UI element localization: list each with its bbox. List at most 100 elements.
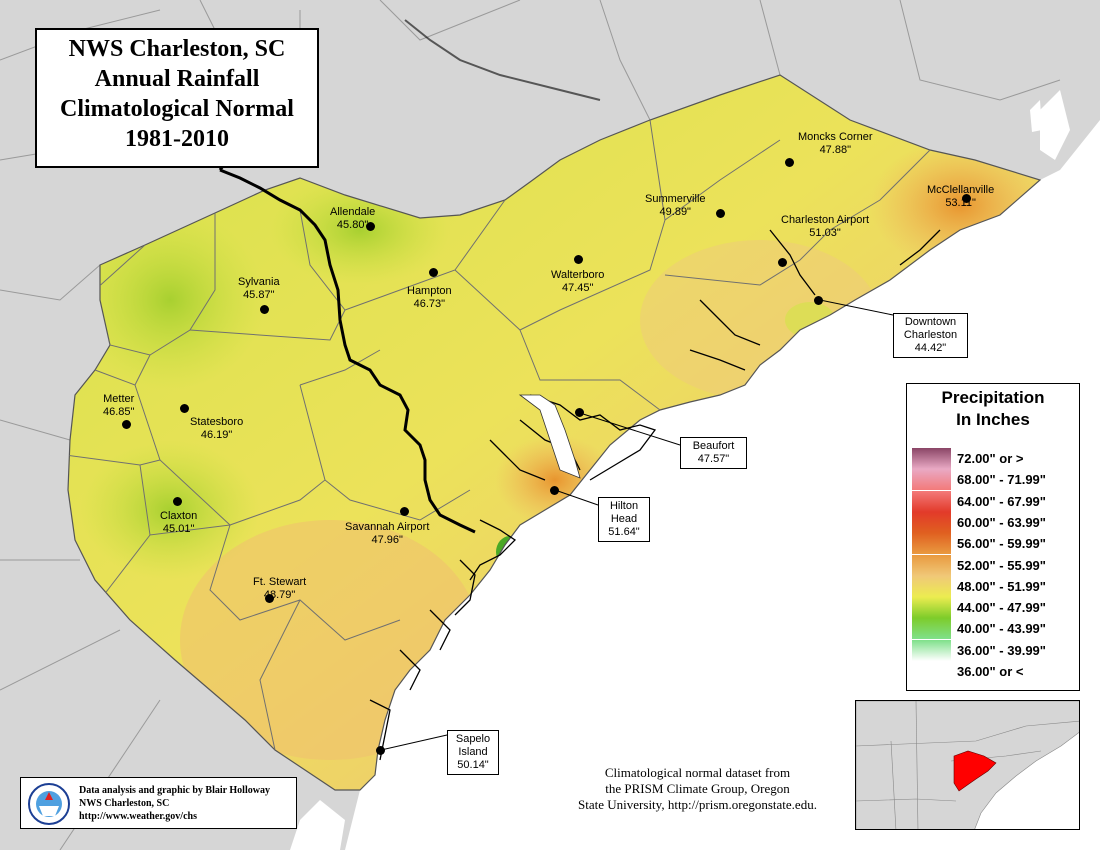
station-marker-metter [122,420,131,429]
station-hampton: Hampton 46.73" [407,285,452,311]
title-line-2: Annual Rainfall [94,66,260,92]
station-name: Moncks Corner [798,131,873,143]
source-line-1: Climatological normal dataset from [604,765,791,780]
legend-item: 48.00" - 51.99" [912,575,1077,597]
source-line-2: the PRISM Climate Group, Oregon [605,781,790,796]
station-name: Metter [103,393,135,405]
callout-name: Sapelo Island [455,733,491,758]
legend-item: 36.00" or < [912,661,1077,682]
callout-beaufort: Beaufort 47.57" [680,437,747,469]
credit-text: Data analysis and graphic by Blair Hollo… [79,784,270,823]
locator-inset-map [855,700,1080,830]
legend-title-line-1: Precipitation [941,388,1045,407]
legend-swatch [912,448,951,469]
map-title: NWS Charleston, SC Annual Rainfall Clima… [35,28,319,168]
station-name: Savannah Airport [345,521,430,533]
legend-item: 44.00" - 47.99" [912,597,1077,619]
station-claxton: Claxton 45.01" [160,510,197,536]
station-value: 46.19" [200,429,233,441]
callout-name: Downtown Charleston [903,316,958,341]
legend-label: 64.00" - 67.99" [957,493,1046,509]
legend-item: 60.00" - 63.99" [912,511,1077,533]
legend-swatch [912,490,951,512]
station-marker-moncks-corner [785,158,794,167]
station-value: 53.11" [945,197,976,209]
station-name: Charleston Airport [781,214,870,226]
station-value: 47.96" [371,534,403,546]
callout-sapelo-island: Sapelo Island 50.14" [447,730,499,775]
station-marker-savannah-airport [400,507,409,516]
callout-value: 51.64" [608,526,640,538]
legend-swatch [912,575,951,597]
legend-label: 40.00" - 43.99" [957,621,1046,637]
callout-value: 50.14" [457,759,489,771]
station-statesboro: Statesboro 46.19" [190,416,243,442]
station-value: 45.80" [336,219,369,231]
inset-highlight-region [953,750,997,792]
station-name: Allendale [330,206,376,218]
credit-line-2: NWS Charleston, SC [79,798,170,809]
legend-title-line-2: In Inches [956,410,1030,429]
station-walterboro: Walterboro 47.45" [551,269,604,295]
station-metter: Metter 46.85" [103,393,134,419]
station-marker-summerville [716,209,725,218]
callout-marker-beaufort [575,408,584,417]
callout-hilton-head: Hilton Head 51.64" [598,497,650,542]
title-line-4: 1981-2010 [125,126,229,152]
credit-line-1: Data analysis and graphic by Blair Hollo… [79,785,270,796]
station-marker-hampton [429,268,438,277]
data-source-note: Climatological normal dataset from the P… [540,765,855,813]
callout-name: Beaufort [692,440,735,452]
station-marker-sylvania [260,305,269,314]
station-ft-stewart: Ft. Stewart 48.79" [253,576,306,602]
inset-map-graphic [856,701,1079,829]
station-marker-allendale [366,222,375,231]
legend-item: 52.00" - 55.99" [912,554,1077,576]
legend-label: 36.00" - 39.99" [957,642,1046,658]
station-name: McClellanville [927,184,995,196]
station-value: 47.88" [819,144,851,156]
station-marker-ft-stewart [265,594,274,603]
callout-downtown-charleston: Downtown Charleston 44.42" [893,313,968,358]
nws-logo-icon [28,783,70,825]
legend-label: 48.00" - 51.99" [957,578,1046,594]
station-name: Statesboro [190,416,244,428]
callout-marker-sapelo-island [376,746,385,755]
source-line-3: State University, http://prism.oregonsta… [578,797,817,812]
station-value: 46.73" [413,298,446,310]
legend-item: 72.00" or > [912,448,1077,469]
station-value: 46.85" [103,406,135,418]
station-moncks-corner: Moncks Corner 47.88" [798,131,873,157]
legend-item: 56.00" - 59.99" [912,533,1077,555]
legend-swatch [912,554,951,576]
station-savannah-airport: Savannah Airport 47.96" [345,521,429,547]
callout-value: 44.42" [914,342,947,354]
station-allendale: Allendale 45.80" [330,206,375,232]
station-value: 51.03" [809,227,841,239]
precipitation-legend: Precipitation In Inches 72.00" or > 68.00… [906,383,1080,691]
legend-title: Precipitation In Inches [907,387,1079,431]
callout-marker-hilton-head [550,486,559,495]
station-name: Sylvania [238,276,280,288]
station-name: Claxton [160,510,198,522]
legend-swatch [912,511,951,533]
station-sylvania: Sylvania 45.87" [238,276,280,302]
legend-label: 44.00" - 47.99" [957,600,1046,616]
credit-url[interactable]: http://www.weather.gov/chs [79,811,197,822]
legend-swatch [912,639,951,661]
legend-label: 68.00" - 71.99" [957,472,1046,488]
legend-item: 64.00" - 67.99" [912,490,1077,512]
station-name: Hampton [407,285,452,297]
station-marker-claxton [173,497,182,506]
legend-swatch [912,533,951,555]
legend-label: 60.00" - 63.99" [957,514,1046,530]
legend-swatch [912,618,951,640]
legend-label: 56.00" - 59.99" [957,536,1046,552]
legend-swatch [912,597,951,619]
station-marker-charleston-airport [778,258,787,267]
legend-label: 72.00" or > [957,451,1024,466]
station-value: 45.87" [243,289,275,301]
callout-name: Hilton Head [609,500,639,525]
credit-box: Data analysis and graphic by Blair Hollo… [20,777,297,829]
